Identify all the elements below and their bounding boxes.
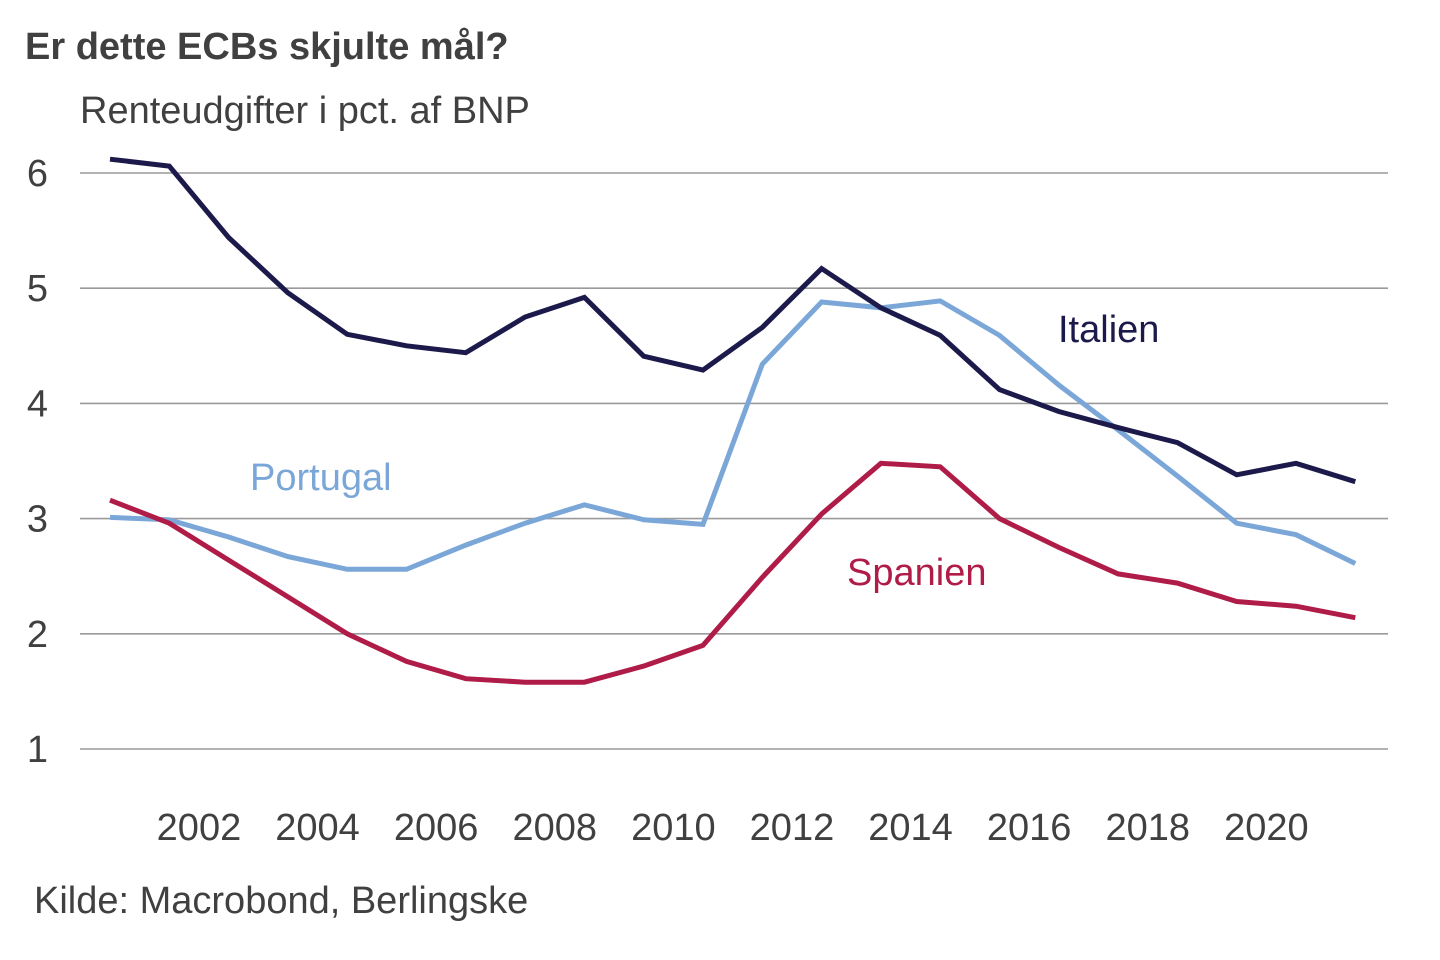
series-label-spanien: Spanien	[847, 552, 986, 594]
series-line-spanien	[109, 460, 1356, 685]
x-axis-ticks: 2002 2004 2006 2008 2010 2012 2014 2016 2018 2020	[157, 807, 1309, 849]
series-line-italien	[109, 156, 1357, 485]
series-label-italien: Italien	[1058, 309, 1159, 351]
y-tick-label: 6	[27, 153, 48, 195]
y-tick-label: 2	[27, 614, 48, 656]
x-tick-label: 2012	[750, 807, 835, 849]
x-tick-label: 2002	[157, 807, 242, 849]
chart-subtitle: Renteudgifter i pct. af BNP	[80, 90, 530, 132]
source-note: Kilde: Macrobond, Berlingske	[34, 880, 529, 922]
x-tick-label: 2008	[512, 807, 597, 849]
series-line-portugal	[109, 298, 1357, 572]
gridlines	[80, 172, 1388, 750]
x-tick-label: 2020	[1224, 807, 1309, 849]
x-tick-label: 2010	[631, 807, 716, 849]
y-tick-label: 5	[27, 268, 48, 310]
x-tick-label: 2004	[275, 807, 360, 849]
x-tick-label: 2014	[868, 807, 953, 849]
y-tick-label: 1	[27, 729, 48, 771]
x-tick-label: 2016	[987, 807, 1072, 849]
x-tick-label: 2006	[394, 807, 479, 849]
y-tick-label: 3	[27, 499, 48, 541]
x-tick-label: 2018	[1105, 807, 1190, 849]
series-lines	[109, 156, 1357, 685]
y-axis-ticks: 1 2 3 4 5 6	[27, 153, 48, 771]
y-tick-label: 4	[27, 383, 48, 425]
series-labels: Italien Portugal Spanien	[250, 309, 1159, 594]
chart-title: Er dette ECBs skjulte mål?	[25, 26, 509, 68]
series-label-portugal: Portugal	[250, 457, 392, 499]
